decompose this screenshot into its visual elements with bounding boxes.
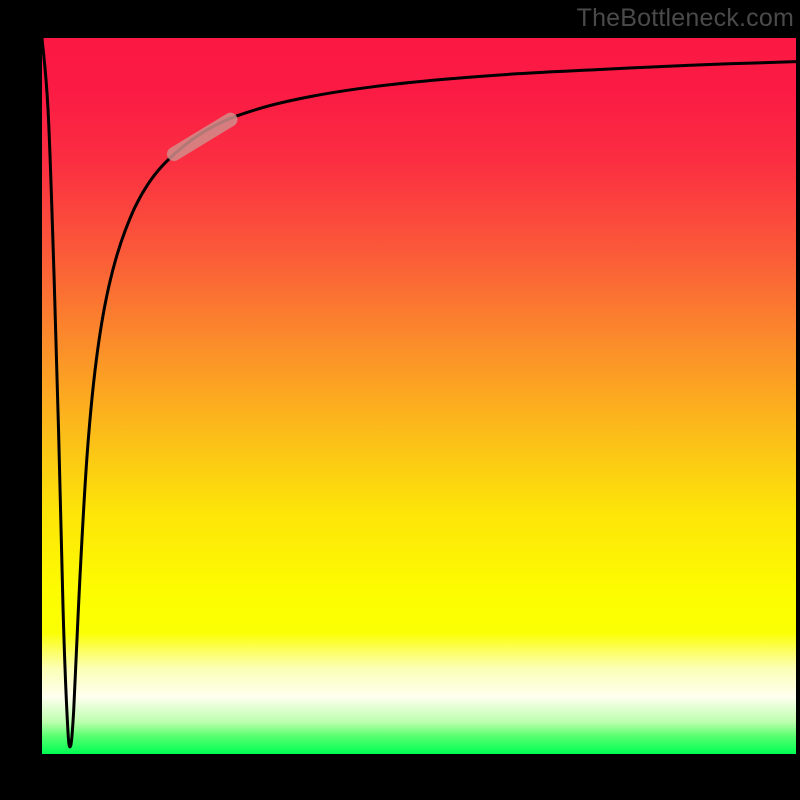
plot-svg	[42, 38, 796, 754]
plot-area	[42, 38, 796, 754]
highlight-segment	[174, 120, 231, 154]
chart-root: { "watermark": { "text": "TheBottleneck.…	[0, 0, 800, 800]
watermark-text: TheBottleneck.com	[577, 4, 794, 33]
bottleneck-curve	[42, 38, 796, 747]
